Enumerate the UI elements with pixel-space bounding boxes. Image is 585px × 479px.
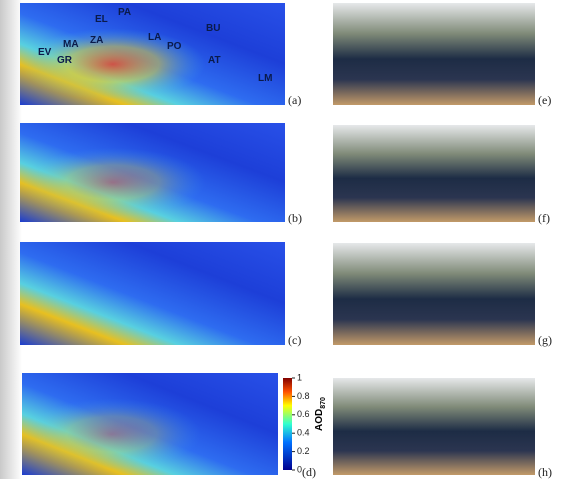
rgb-image [333, 378, 535, 475]
panel-label: (f) [538, 211, 550, 225]
colorbar-title-subscript: 870 [320, 397, 327, 409]
station: LM [258, 73, 272, 84]
panel-label: (b) [288, 211, 302, 225]
station: MA [63, 39, 79, 50]
colorbar-tick-label: 0.8 [297, 391, 310, 401]
station: GR [57, 55, 73, 66]
rgb-image [333, 243, 535, 345]
station: ZA [90, 35, 103, 46]
colorbar-title-text: AOD [314, 409, 325, 431]
aod-map [20, 242, 285, 345]
colorbar-tick-label: 0.2 [297, 446, 310, 456]
colorbar-tick-label: 0.6 [297, 409, 310, 419]
rgb-images [333, 3, 535, 475]
station: EV [38, 47, 52, 58]
aod-map-overlay [20, 123, 285, 222]
panel-label: (d) [302, 465, 316, 479]
colorbar-tick-label: 1 [297, 372, 302, 382]
panel-label: (c) [288, 333, 301, 347]
figure: EL PA BU EV MA ZA GR LA PO AT LM (a) (b)… [0, 0, 585, 479]
colorbar-tick-label: 0.4 [297, 428, 310, 438]
colorbar [283, 378, 292, 470]
aod-maps [20, 3, 285, 475]
aod-map-overlay [20, 3, 285, 105]
aod-map-overlay [22, 373, 278, 475]
panel-label: (e) [538, 93, 551, 107]
station: EL [95, 14, 108, 25]
station: LA [148, 32, 161, 43]
rgb-image [333, 3, 535, 105]
station: PA [118, 7, 131, 18]
colorbar-tick-label: 0 [297, 464, 302, 474]
page-edge [0, 0, 22, 479]
station: PO [167, 41, 182, 52]
colorbar-title: AOD870 [314, 397, 327, 431]
panel-label: (g) [538, 333, 552, 347]
rgb-image [333, 125, 535, 222]
panel-label: (a) [288, 93, 301, 107]
station: AT [208, 55, 221, 66]
station: BU [206, 23, 220, 34]
panel-label: (h) [538, 465, 552, 479]
